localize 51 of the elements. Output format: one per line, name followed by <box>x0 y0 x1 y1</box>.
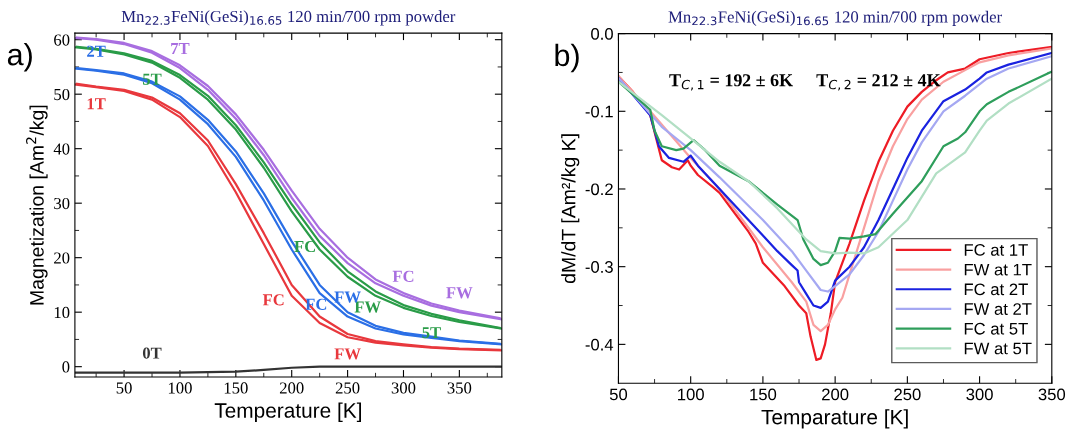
annotation: FW <box>334 348 361 360</box>
x-tick-label: 50 <box>116 382 132 394</box>
y-axis-title: dM/dT [Am²/kg K] <box>561 134 580 284</box>
annotation: FW <box>334 291 361 303</box>
text: b) <box>555 43 579 73</box>
x-tick-label: 150 <box>750 388 777 401</box>
chart-title: Mn$_{22.3}$FeNi(GeSi)$_{16.65}$ 120 min/700 rpm powder <box>668 10 1002 26</box>
y-tick-label: 50 <box>54 88 70 101</box>
y-tick-label: 0 <box>62 361 70 373</box>
text: a) <box>7 42 32 72</box>
x-tick-label: 200 <box>822 388 849 401</box>
annotation: FW <box>354 301 381 313</box>
x-tick-label: 300 <box>966 388 993 401</box>
legend-label: FW at 5T <box>964 342 1032 355</box>
y-tick-label: -0.1 <box>585 105 613 118</box>
legend-label: FC at 2T <box>964 283 1028 296</box>
x-tick-label: 200 <box>279 382 304 394</box>
annotation: T$_{C,1}$ = 192 ± 6K <box>669 74 793 91</box>
annotation: 1T <box>87 98 106 110</box>
y-tick-label: 20 <box>54 252 70 264</box>
y-tick-label: 30 <box>54 197 70 210</box>
annotation: FC <box>392 270 414 282</box>
x-tick-label: 100 <box>168 382 192 394</box>
y-axis-title: Magnetization [Am$^{2}$/kg] <box>26 105 48 305</box>
x-tick-label: 350 <box>1038 388 1066 401</box>
x-tick-label: 250 <box>335 382 360 394</box>
legend-label: FW at 2T <box>964 303 1032 315</box>
annotation: FW <box>446 287 473 299</box>
legend-label: FW at 1T <box>964 263 1032 276</box>
annotation: 0T <box>142 347 162 359</box>
x-tick-label: 350 <box>447 382 472 394</box>
x-tick-label: 100 <box>678 388 704 401</box>
legend-label: FC at 1T <box>964 244 1028 256</box>
x-tick-label: 50 <box>609 388 628 401</box>
x-tick-label: 300 <box>391 382 416 394</box>
y-tick-label: 0.0 <box>591 27 613 40</box>
y-tick-label: 60 <box>54 34 70 46</box>
annotation: 7T <box>171 43 190 54</box>
x-tick-label: 250 <box>894 388 921 401</box>
x-axis-title: Temperature [K] <box>214 402 361 422</box>
legend-label: FC at 5T <box>964 322 1028 335</box>
y-tick-label: -0.3 <box>585 261 613 273</box>
y-tick-label: -0.2 <box>585 183 613 196</box>
annotation: FC <box>262 294 284 306</box>
x-tick-label: 150 <box>224 382 248 394</box>
annotation: 5T <box>422 327 441 339</box>
chart-title: Mn$_{22.3}$FeNi(GeSi)$_{16.65}$ 120 min/700 rpm powder <box>121 10 456 26</box>
y-tick-label: 10 <box>54 306 70 319</box>
y-tick-label: 40 <box>53 143 70 155</box>
y-tick-label: -0.4 <box>585 338 614 351</box>
x-axis-title: Temparature [K] <box>761 409 908 429</box>
